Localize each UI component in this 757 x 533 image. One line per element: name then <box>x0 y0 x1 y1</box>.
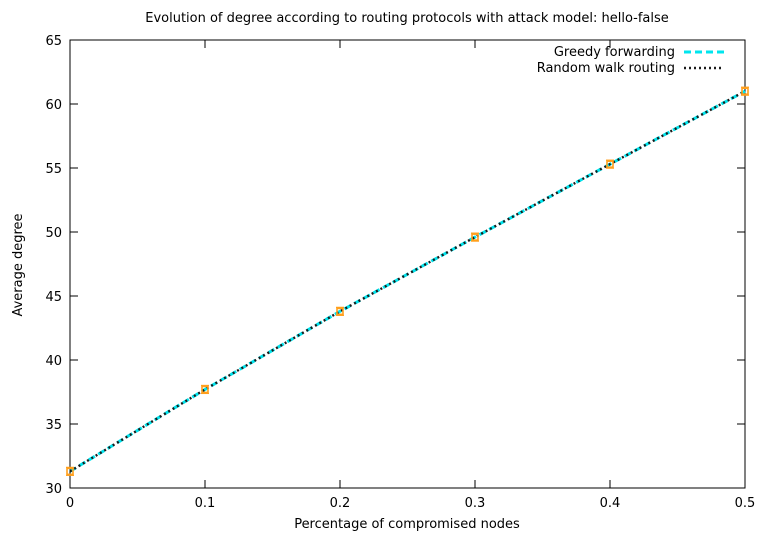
y-tick-label: 65 <box>45 34 62 49</box>
series-line-2 <box>69 90 746 473</box>
x-tick-label: 0 <box>66 496 74 511</box>
y-tick-label: 35 <box>45 418 62 433</box>
x-axis-label: Percentage of compromised nodes <box>294 517 520 532</box>
series-layer <box>66 86 749 476</box>
plot-area <box>69 39 746 489</box>
y-tick-label: 55 <box>45 162 62 177</box>
y-tick-label: 45 <box>45 290 62 305</box>
x-tick-label: 0.1 <box>195 496 216 511</box>
data-point <box>471 233 479 241</box>
legend-label-1: Greedy forwarding <box>554 45 675 60</box>
x-tick-label: 0.3 <box>465 496 486 511</box>
data-point <box>66 467 74 476</box>
x-axis: 0 0.1 0.2 0.3 0.4 0.5 <box>66 40 755 511</box>
x-tick-label: 0.2 <box>330 496 351 511</box>
x-tick-label: 0.5 <box>735 496 756 511</box>
y-axis: 30 35 40 45 50 55 60 65 <box>45 34 745 497</box>
y-axis-label: Average degree <box>11 213 26 316</box>
data-point <box>201 385 209 394</box>
y-tick-label: 40 <box>45 354 62 369</box>
y-tick-label: 50 <box>45 226 62 241</box>
plot-frame <box>69 39 746 489</box>
chart-title: Evolution of degree according to routing… <box>145 11 669 26</box>
y-tick-label: 60 <box>45 98 62 113</box>
data-point <box>606 160 614 168</box>
y-tick-label: 30 <box>45 482 62 497</box>
series-line-1 <box>69 89 746 473</box>
data-point <box>741 87 749 95</box>
x-tick-label: 0.4 <box>600 496 621 511</box>
legend-label-2: Random walk routing <box>537 61 675 76</box>
data-point <box>336 307 344 316</box>
